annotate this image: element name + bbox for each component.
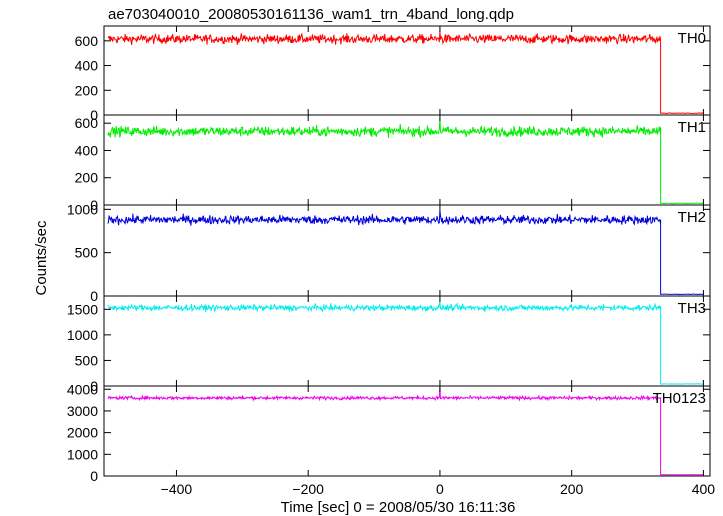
x-tick-label: −400 bbox=[161, 481, 193, 497]
y-tick-label: 200 bbox=[75, 82, 99, 98]
x-tick-label: −200 bbox=[292, 481, 324, 497]
series-line-th0 bbox=[107, 30, 704, 115]
y-tick-label: 1000 bbox=[67, 446, 98, 462]
y-tick-label: 1000 bbox=[67, 327, 98, 343]
series-label: TH1 bbox=[678, 119, 706, 136]
panel-frame bbox=[103, 114, 711, 206]
x-tick-label: 400 bbox=[692, 481, 716, 497]
x-axis-label: Time [sec] 0 = 2008/05/30 16:11:36 bbox=[281, 499, 516, 516]
panel-th3: 0 500 1000 1500 TH3 bbox=[67, 295, 711, 394]
panel-th2: 0 500 1000 TH2 bbox=[67, 201, 711, 304]
x-tick-label: 200 bbox=[560, 481, 584, 497]
series-label: TH0 bbox=[678, 30, 706, 47]
panel-th1: 0 200 400 600 TH1 bbox=[75, 114, 711, 213]
y-tick-label: 400 bbox=[75, 142, 99, 158]
y-tick-label: 1500 bbox=[67, 301, 98, 317]
y-tick-label: 0 bbox=[90, 468, 98, 484]
series-label: TH0123 bbox=[653, 390, 706, 407]
y-tick-label: 500 bbox=[75, 245, 99, 261]
panel-frame bbox=[103, 204, 711, 297]
y-axis-label: Counts/sec bbox=[33, 220, 50, 296]
series-line-th1 bbox=[107, 117, 704, 205]
chart-title: ae703040010_20080530161136_wam1_trn_4ban… bbox=[108, 6, 514, 23]
y-tick-label: 0 bbox=[90, 288, 98, 304]
series-label: TH2 bbox=[678, 209, 706, 226]
panel-frame bbox=[103, 385, 711, 477]
y-tick-label: 0 bbox=[90, 378, 98, 394]
y-tick-label: 3000 bbox=[67, 403, 98, 419]
y-tick-label: 1000 bbox=[67, 201, 98, 217]
series-line-th0123 bbox=[107, 387, 704, 476]
panels-group: 0 200 400 600 TH0 0 200 400 600 TH1 0 500 1000 TH2 0 50… bbox=[67, 25, 716, 497]
panel-frame bbox=[103, 295, 711, 387]
y-tick-label: 2000 bbox=[67, 425, 98, 441]
y-tick-label: 400 bbox=[75, 58, 99, 74]
y-tick-label: 0 bbox=[90, 197, 98, 213]
panel-th0: 0 200 400 600 TH0 bbox=[75, 25, 711, 123]
panel-th0123: 0 1000 2000 3000 4000 TH0123 bbox=[67, 381, 711, 484]
y-tick-label: 0 bbox=[90, 107, 98, 123]
series-label: TH3 bbox=[678, 300, 706, 317]
x-tick-label: 0 bbox=[436, 481, 444, 497]
y-tick-label: 600 bbox=[75, 115, 99, 131]
y-tick-label: 500 bbox=[75, 352, 99, 368]
series-line-th2 bbox=[107, 210, 704, 296]
series-line-th3 bbox=[107, 301, 704, 385]
y-tick-label: 200 bbox=[75, 170, 99, 186]
y-tick-label: 4000 bbox=[67, 381, 98, 397]
y-tick-label: 600 bbox=[75, 33, 99, 49]
